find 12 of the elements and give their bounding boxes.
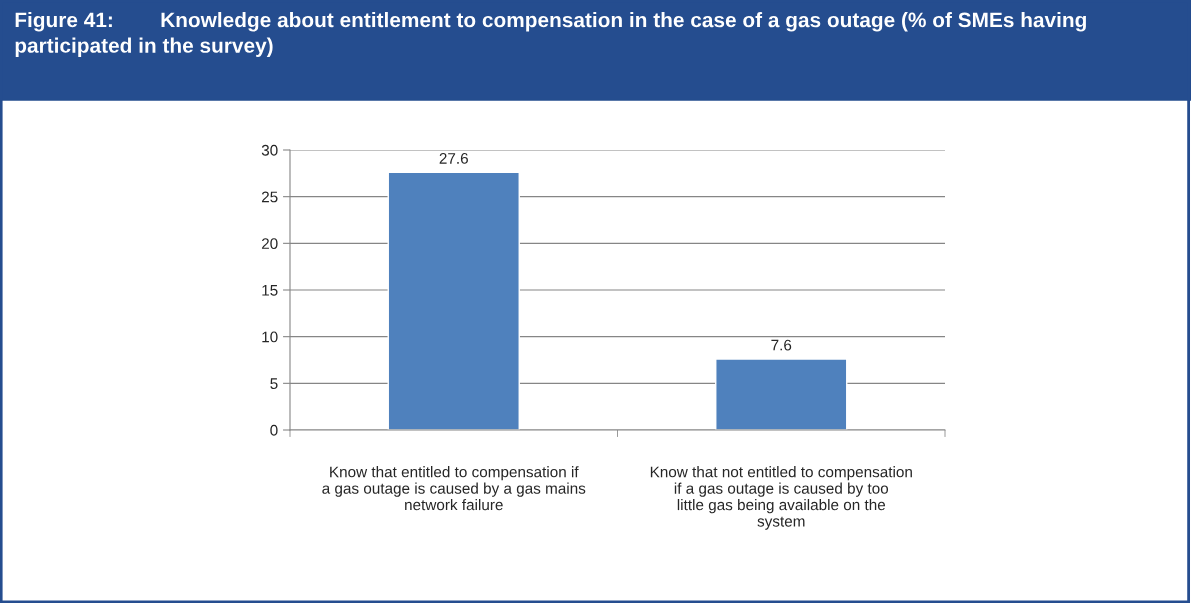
y-tick-label: 25	[261, 191, 278, 203]
y-tick-label: 5	[270, 378, 278, 390]
x-tick-label: Know that entitled to compensation if a gas outage is caused by a gas mains network failure	[322, 466, 586, 511]
x-tick-label: Know that not entitled to compensation if a gas outage is caused by too little gas being available on the system	[650, 466, 912, 530]
y-tick-label: 30	[261, 144, 278, 156]
y-tick-label: 10	[262, 331, 278, 343]
y-tick-label: 20	[261, 238, 278, 250]
chart-title: Figure 41: Knowledge about entitlement to compensation in the case of a gas outage (% of SMEs having participated in the survey)	[15, 12, 1086, 57]
y-tick-label: 15	[262, 285, 278, 296]
data-label: 27.6	[439, 153, 468, 164]
data-label: 7.6	[771, 339, 792, 351]
y-tick-label: 0	[270, 424, 278, 436]
